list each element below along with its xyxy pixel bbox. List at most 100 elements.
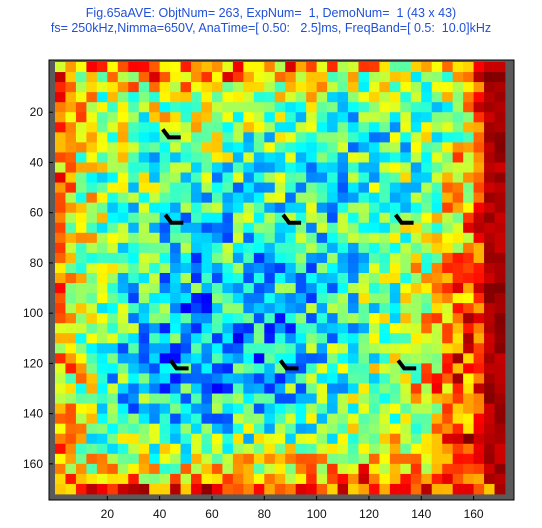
heatmap-cell <box>201 323 213 334</box>
heatmap-cell <box>327 473 338 485</box>
heatmap-cell <box>138 383 150 394</box>
heatmap-cell <box>65 443 77 455</box>
heatmap-cell <box>285 323 297 334</box>
heatmap-cell <box>463 353 475 364</box>
heatmap-cell <box>473 142 485 153</box>
heatmap-cell <box>484 252 495 264</box>
heatmap-cell <box>149 463 161 475</box>
heatmap-cell <box>191 142 202 153</box>
heatmap-cell <box>358 262 370 274</box>
heatmap-cell <box>484 423 495 435</box>
heatmap-cell <box>149 373 161 384</box>
heatmap-cell <box>253 62 265 73</box>
heatmap-cell <box>452 222 464 234</box>
heatmap-cell <box>327 82 338 93</box>
heatmap-cell <box>337 363 349 374</box>
heatmap-cell <box>159 272 171 284</box>
heatmap-cell <box>431 483 443 495</box>
heatmap-cell <box>75 463 87 475</box>
heatmap-cell <box>107 112 119 123</box>
heatmap-cell <box>96 162 108 173</box>
heatmap-cell <box>253 142 265 153</box>
heatmap-cell <box>379 252 391 264</box>
heatmap-cell <box>442 473 454 485</box>
heatmap-cell <box>473 92 485 103</box>
heatmap-cell <box>484 473 495 485</box>
heatmap-cell <box>138 272 150 284</box>
heatmap-cell <box>337 72 349 83</box>
heatmap-cell <box>473 162 485 173</box>
heatmap-cell <box>442 383 454 394</box>
heatmap-cell <box>65 82 77 93</box>
heatmap-cell <box>96 393 108 404</box>
heatmap-cell <box>379 413 391 425</box>
heatmap-cell <box>75 323 87 334</box>
heatmap-cell <box>368 483 380 495</box>
heatmap-cell <box>274 463 286 475</box>
heatmap-cell <box>431 353 443 364</box>
heatmap-cell <box>86 82 98 93</box>
heatmap-cell <box>128 323 140 334</box>
heatmap-cell <box>243 202 255 214</box>
heatmap-cell <box>201 162 213 173</box>
heatmap-cell <box>170 303 181 314</box>
heatmap-cell <box>473 303 485 314</box>
heatmap-cell <box>494 313 506 324</box>
heatmap-cell <box>107 222 119 234</box>
heatmap-cell <box>442 313 454 324</box>
heatmap-cell <box>421 182 433 194</box>
marker-top-right <box>393 213 414 225</box>
heatmap-cell <box>473 383 485 394</box>
heatmap-cell <box>306 182 318 194</box>
heatmap-cell <box>211 252 223 264</box>
heatmap-cell <box>222 252 234 264</box>
heatmap-cell <box>55 212 66 224</box>
heatmap-cell <box>348 182 359 194</box>
heatmap-cell <box>358 303 370 314</box>
heatmap-cell <box>243 152 255 163</box>
heatmap-cell <box>86 343 98 354</box>
heatmap-cell <box>75 112 87 123</box>
heatmap-cell <box>159 373 171 384</box>
heatmap-cell <box>201 483 213 495</box>
heatmap-cell <box>473 192 485 204</box>
heatmap-cell <box>410 323 422 334</box>
heatmap-cell <box>410 423 422 435</box>
heatmap-cell <box>400 222 412 234</box>
heatmap-cell <box>358 142 370 153</box>
heatmap-cell <box>96 443 108 455</box>
heatmap-cell <box>400 142 412 153</box>
heatmap-cell <box>75 92 87 103</box>
heatmap-cell <box>295 182 307 194</box>
heatmap-cell <box>117 433 129 445</box>
heatmap-cell <box>421 262 433 274</box>
heatmap-cell <box>337 463 349 475</box>
heatmap-cell <box>253 102 265 113</box>
heatmap-cell <box>463 363 475 374</box>
heatmap-cell <box>368 212 380 224</box>
heatmap-cell <box>421 393 433 404</box>
heatmap-cell <box>327 453 338 465</box>
heatmap-cell <box>274 92 286 103</box>
heatmap-cell <box>285 152 297 163</box>
heatmap-cell <box>327 252 338 264</box>
heatmap-cell <box>484 323 495 334</box>
heatmap-cell <box>86 162 98 173</box>
heatmap-cell <box>222 423 234 435</box>
heatmap-cell <box>400 232 412 244</box>
heatmap-cell <box>149 242 161 254</box>
heatmap-cell <box>494 142 506 153</box>
heatmap-cell <box>159 122 171 133</box>
heatmap-cell <box>264 272 276 284</box>
heatmap-cell <box>75 182 87 194</box>
heatmap-cell <box>232 262 244 274</box>
heatmap-cell <box>128 433 140 445</box>
heatmap-cell <box>149 393 161 404</box>
heatmap-cell <box>222 112 234 123</box>
heatmap-cell <box>295 132 307 143</box>
heatmap-cell <box>201 383 213 394</box>
heatmap-cell <box>117 413 129 425</box>
heatmap-cell <box>253 443 265 455</box>
heatmap-cell <box>55 62 66 73</box>
heatmap-cell <box>180 162 192 173</box>
